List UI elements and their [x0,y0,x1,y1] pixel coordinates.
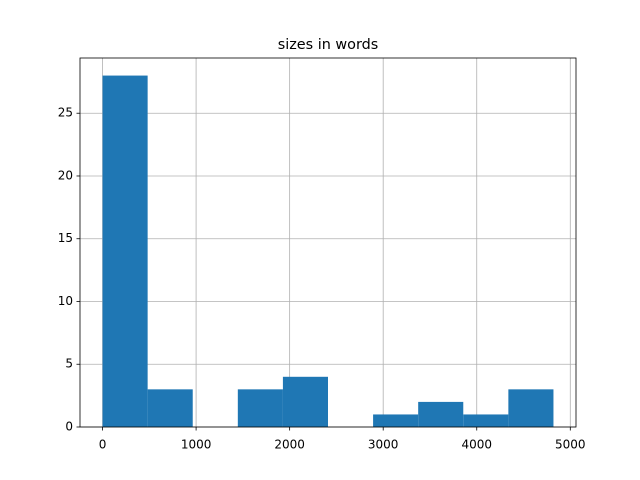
y-tick-label: 15 [58,231,73,245]
x-tick-label: 5000 [555,438,586,452]
y-tick-label: 20 [58,168,73,182]
x-tick-label: 3000 [368,438,399,452]
y-tick-label: 0 [65,420,73,434]
bar [418,401,464,427]
bar [463,414,509,427]
bar [102,75,148,428]
chart-title: sizes in words [278,37,379,53]
bar [508,389,554,427]
x-tick-label: 1000 [181,438,212,452]
x-tick-label: 4000 [461,438,492,452]
bar [282,376,328,427]
y-tick-label: 5 [65,357,73,371]
bar [237,389,283,427]
bar [147,389,193,427]
bar [373,414,419,427]
y-tick-label: 10 [58,294,73,308]
x-tick-label: 0 [99,438,107,452]
y-tick-label: 25 [58,106,73,120]
x-tick-label: 2000 [274,438,305,452]
plot-frame [79,57,577,428]
